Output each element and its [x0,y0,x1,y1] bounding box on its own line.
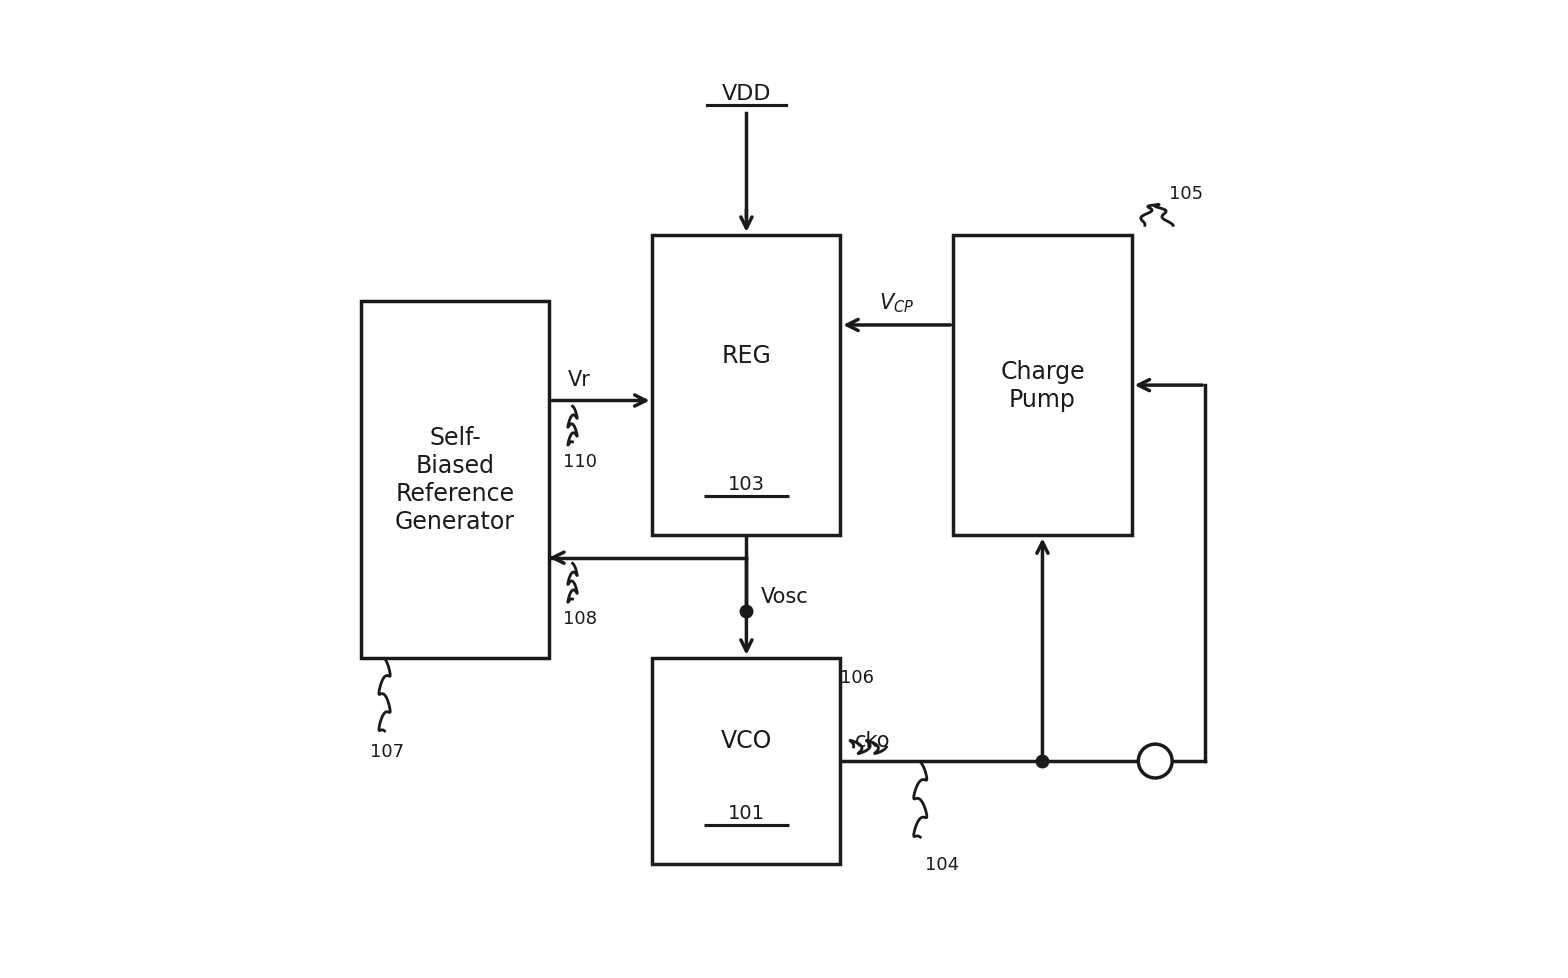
Text: 103: 103 [728,474,765,494]
Text: 104: 104 [925,855,960,873]
Text: VDD: VDD [721,84,771,104]
Text: cko: cko [855,730,891,750]
Circle shape [1138,744,1173,778]
Bar [953,236,1132,536]
Bar [652,236,840,536]
Text: 107: 107 [370,742,405,761]
Text: $V_{CP}$: $V_{CP}$ [880,290,914,314]
Text: 101: 101 [728,803,765,822]
Text: Self-
Biased
Reference
Generator: Self- Biased Reference Generator [395,426,514,533]
Text: 110: 110 [563,453,597,470]
Bar [652,658,840,865]
Text: Vosc: Vosc [760,587,808,606]
Text: 105: 105 [1170,185,1204,202]
Text: VCO: VCO [721,729,771,753]
Text: Vr: Vr [568,370,591,390]
Bar [361,301,549,658]
Text: REG: REG [721,343,771,368]
Text: 108: 108 [563,609,597,628]
Text: Charge
Pump: Charge Pump [1000,360,1085,412]
Text: 106: 106 [840,668,875,687]
